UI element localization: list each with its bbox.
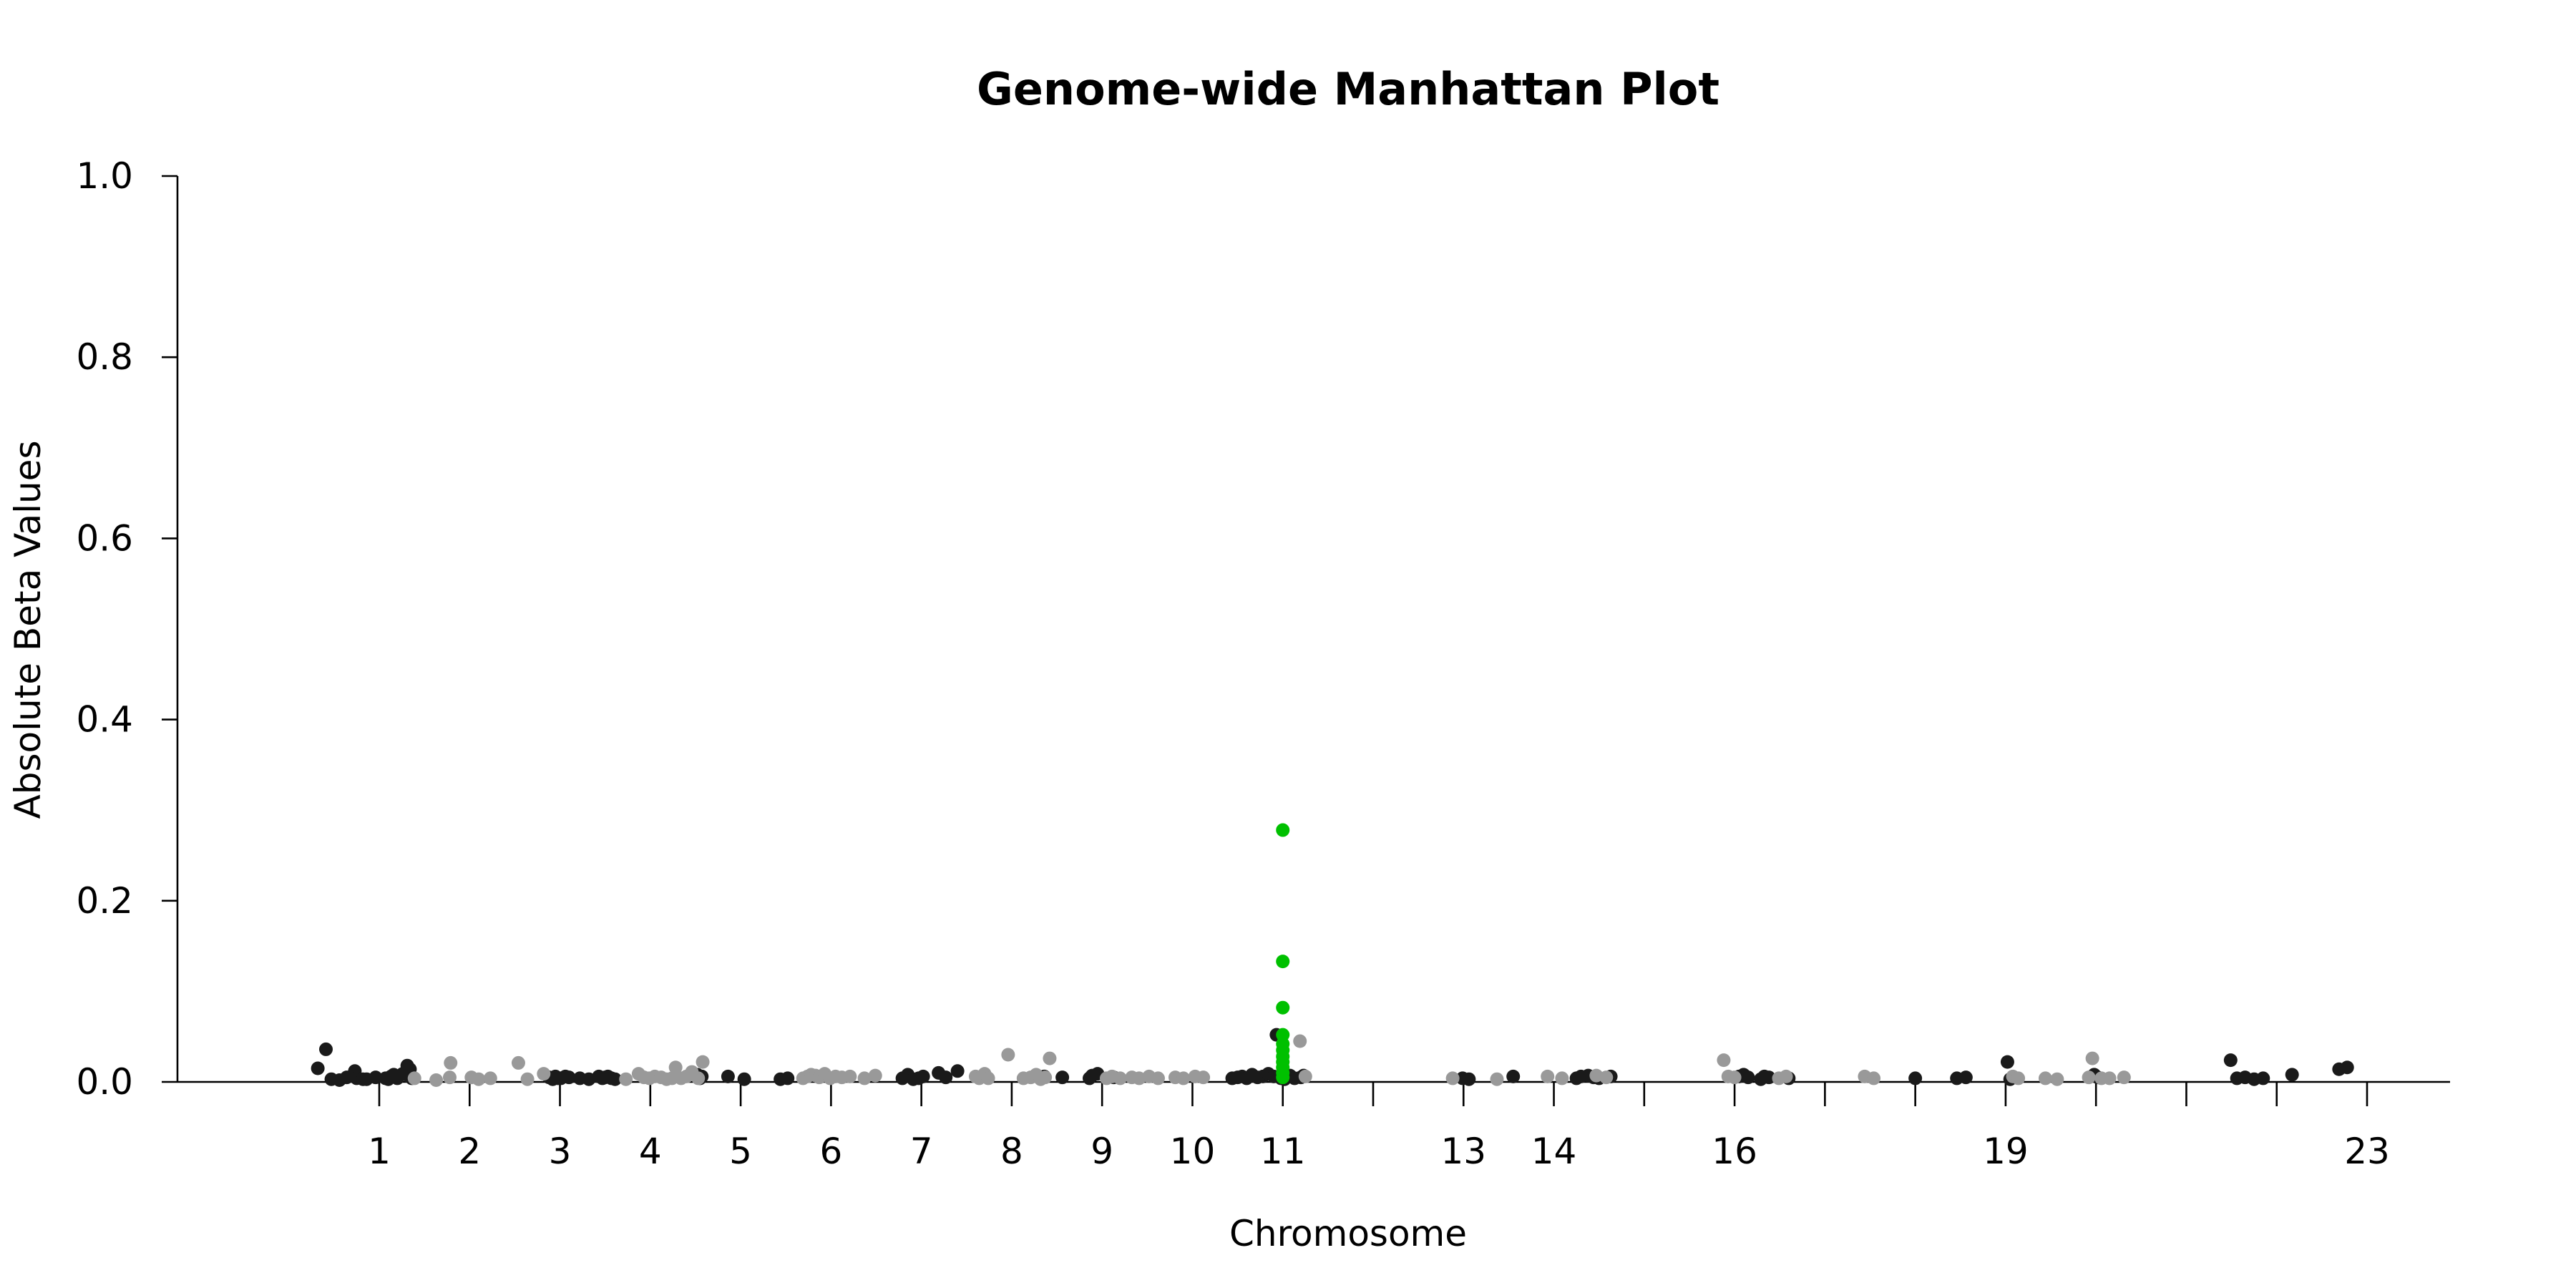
data-point: [407, 1071, 421, 1085]
y-tick-label: 1.0: [76, 155, 133, 197]
data-point: [2011, 1071, 2026, 1085]
data-point: [1599, 1070, 1614, 1085]
x-axis-label: Chromosome: [1229, 1213, 1467, 1254]
data-point: [1727, 1070, 1742, 1085]
data-point: [843, 1069, 857, 1083]
x-tick-label: 2: [458, 1131, 481, 1172]
data-point: [2000, 1055, 2014, 1069]
data-point: [696, 1055, 710, 1069]
x-tick-label: 16: [1712, 1131, 1757, 1172]
data-point: [1276, 1000, 1290, 1015]
data-point: [444, 1055, 458, 1070]
data-point: [1445, 1071, 1460, 1085]
data-point: [1176, 1071, 1191, 1085]
x-axis-ticks: 1 2 3 4 5 6 7 8 9 10 11 13 14 16 19 23: [368, 1082, 2390, 1172]
data-point: [318, 1042, 333, 1056]
data-point: [429, 1073, 444, 1087]
chart-title: Genome-wide Manhattan Plot: [977, 63, 1719, 115]
y-axis-ticks: 0.0 0.2 0.4 0.6 0.8 1.0: [76, 155, 177, 1103]
data-point: [2117, 1070, 2131, 1085]
x-tick-label: 10: [1170, 1131, 1216, 1172]
data-point: [1717, 1053, 1731, 1068]
data-point: [939, 1070, 953, 1085]
data-point: [2085, 1051, 2099, 1065]
x-tick-label: 9: [1091, 1131, 1113, 1172]
data-points: [311, 823, 2354, 1087]
data-point: [1038, 1070, 1053, 1085]
data-point: [668, 1060, 683, 1075]
y-tick-label: 0.6: [76, 517, 133, 559]
data-point: [619, 1072, 633, 1086]
data-point: [2285, 1068, 2299, 1082]
data-point: [1958, 1070, 1973, 1085]
x-tick-label: 19: [1983, 1131, 2029, 1172]
data-point: [537, 1067, 551, 1081]
data-point: [562, 1070, 576, 1085]
x-tick-label: 6: [819, 1131, 842, 1172]
data-point: [1779, 1069, 1793, 1083]
plot-area: 0.00.20.40.60.81.0 1 2 3 4 5 6 7 8 9 10 11 13 14 16 19…: [76, 155, 2450, 1172]
data-point: [608, 1072, 623, 1086]
data-point: [691, 1071, 706, 1085]
data-point: [781, 1071, 795, 1085]
data-point: [1867, 1071, 1881, 1085]
data-point: [1506, 1069, 1521, 1083]
data-point: [1276, 1070, 1290, 1085]
data-point: [2050, 1072, 2064, 1086]
y-tick-label: 0.8: [76, 336, 133, 378]
data-point: [2256, 1071, 2270, 1085]
x-tick-label: 13: [1440, 1131, 1486, 1172]
data-point: [1276, 823, 1290, 837]
data-point: [511, 1055, 525, 1070]
data-point: [916, 1069, 930, 1083]
x-tick-label: 11: [1260, 1131, 1306, 1172]
x-tick-label: 7: [910, 1131, 933, 1172]
data-point: [2340, 1060, 2354, 1075]
data-point: [369, 1070, 383, 1085]
data-point: [1908, 1071, 1923, 1085]
x-tick-label: 5: [729, 1131, 752, 1172]
data-point: [1741, 1070, 1755, 1085]
x-tick-label: 3: [549, 1131, 572, 1172]
data-point: [472, 1072, 486, 1086]
data-point: [311, 1061, 325, 1075]
data-point: [1151, 1071, 1165, 1085]
data-point: [1762, 1070, 1776, 1085]
x-tick-label: 14: [1531, 1131, 1577, 1172]
data-point: [1196, 1070, 1211, 1085]
x-tick-label: 8: [1000, 1131, 1023, 1172]
data-point: [1555, 1071, 1569, 1085]
data-point: [721, 1069, 735, 1083]
data-point: [737, 1072, 751, 1086]
data-point: [2038, 1071, 2052, 1085]
data-point: [2223, 1053, 2238, 1068]
y-axis-label: Absolute Beta Values: [7, 441, 49, 819]
y-tick-label: 0.0: [76, 1061, 133, 1103]
data-point: [1462, 1072, 1476, 1086]
data-point: [1298, 1069, 1312, 1083]
data-point: [1276, 955, 1290, 969]
x-tick-label: 1: [368, 1131, 391, 1172]
data-point: [981, 1071, 995, 1085]
data-point: [1043, 1051, 1057, 1065]
data-point: [2082, 1070, 2096, 1085]
data-point: [1113, 1071, 1127, 1085]
data-point: [1055, 1070, 1070, 1085]
y-tick-label: 0.2: [76, 880, 133, 922]
x-tick-label: 23: [2344, 1131, 2390, 1172]
data-point: [1490, 1072, 1504, 1086]
x-tick-label: 4: [639, 1131, 662, 1172]
data-point: [2102, 1071, 2117, 1085]
data-point: [520, 1072, 535, 1086]
data-point: [1541, 1069, 1555, 1083]
data-point: [857, 1071, 872, 1085]
data-point: [868, 1068, 882, 1083]
data-point: [483, 1071, 497, 1085]
y-tick-label: 0.4: [76, 699, 133, 741]
data-point: [1001, 1048, 1015, 1062]
data-point: [1293, 1034, 1307, 1048]
data-point: [950, 1064, 965, 1078]
data-point: [442, 1070, 457, 1085]
